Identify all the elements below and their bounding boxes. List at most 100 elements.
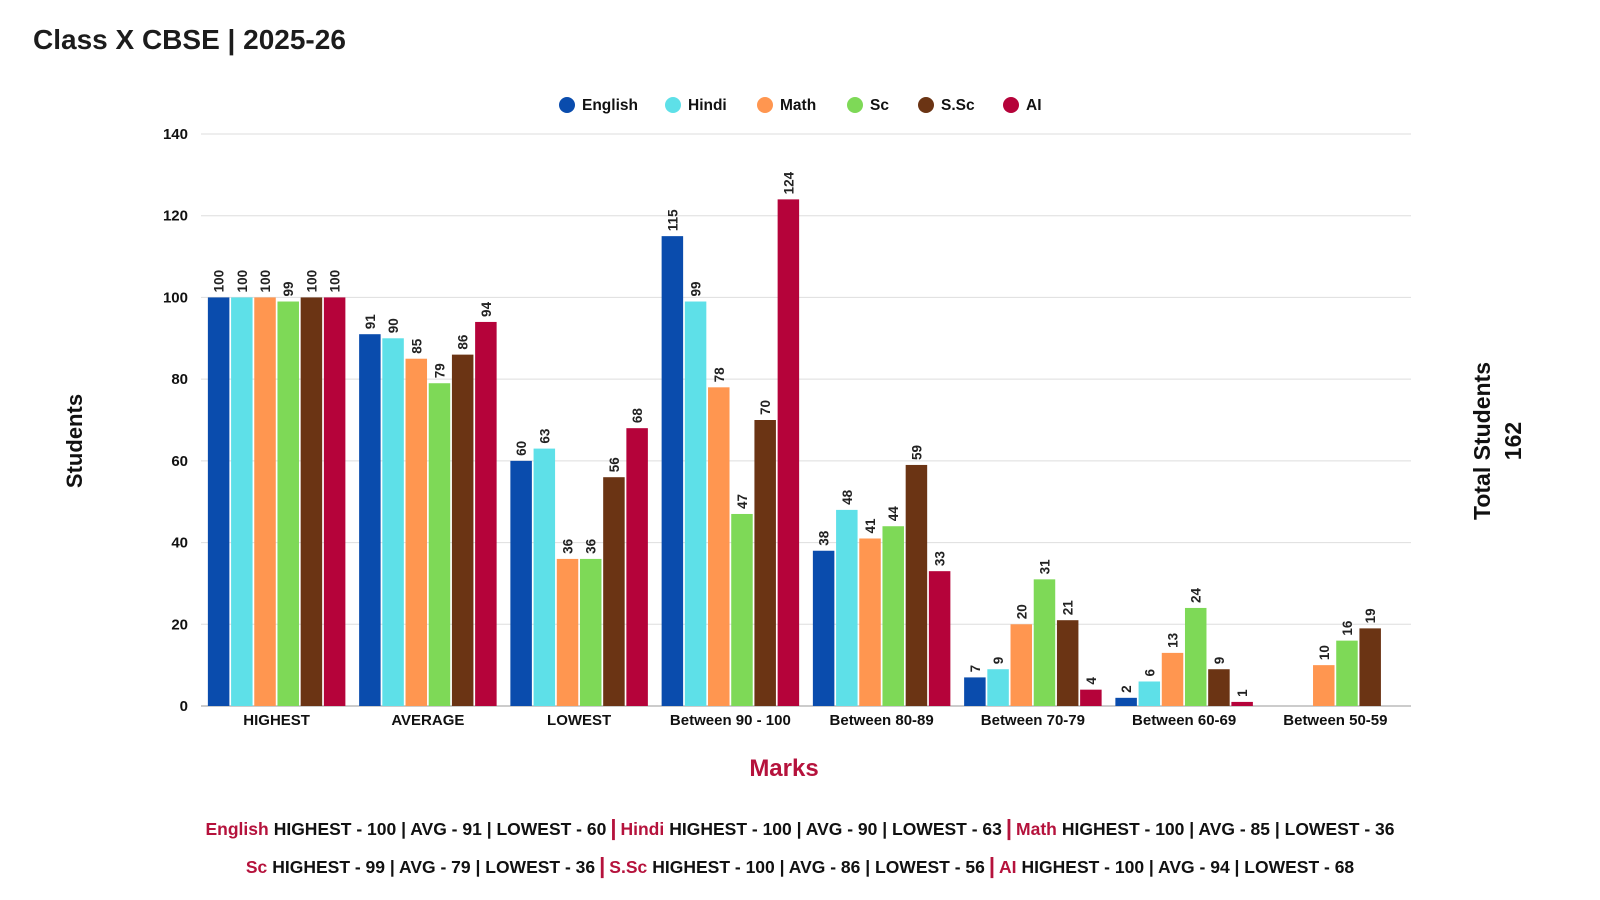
summary-subject: Sc <box>245 857 268 877</box>
legend-swatch <box>918 97 934 113</box>
summary-subject: English <box>205 819 269 839</box>
bar-hindi <box>684 301 707 706</box>
bar-ssc <box>451 354 474 706</box>
bar-ssc <box>603 477 625 706</box>
bar-hindi <box>231 297 253 706</box>
data-label: 90 <box>386 318 401 333</box>
bar-math <box>556 558 579 706</box>
legend-label: Math <box>780 97 816 114</box>
summary-stats: HIGHEST - 100 | AVG - 91 | LOWEST - 60 <box>273 819 607 839</box>
bar-math <box>254 297 276 706</box>
data-label: 9 <box>991 657 1006 665</box>
bar-ai <box>1080 689 1102 706</box>
data-label: 7 <box>968 665 983 673</box>
y-tick-label: 40 <box>171 535 188 552</box>
bar-ai <box>626 428 648 706</box>
data-label: 100 <box>212 270 227 293</box>
summary-stats: HIGHEST - 100 | AVG - 85 | LOWEST - 36 <box>1061 819 1395 839</box>
data-label: 99 <box>689 281 704 296</box>
data-label: 38 <box>817 530 832 546</box>
bar-ssc <box>1056 620 1079 706</box>
bar-ssc <box>300 297 323 706</box>
y-tick-label: 20 <box>171 616 188 633</box>
y-tick-label: 80 <box>171 371 188 388</box>
bar-ssc <box>1208 669 1230 706</box>
data-label: 2 <box>1119 685 1134 693</box>
bar-math <box>859 538 881 706</box>
data-label: 68 <box>630 408 645 424</box>
data-label: 56 <box>607 457 622 473</box>
data-label: 41 <box>863 518 878 534</box>
chart-title: Class X CBSE | 2025-26 <box>33 24 346 55</box>
data-label: 36 <box>584 538 599 554</box>
bar-english <box>510 460 532 706</box>
legend-label: AI <box>1026 97 1042 114</box>
legend-swatch <box>665 97 681 113</box>
bar-ssc <box>754 420 776 706</box>
legend-label: Sc <box>870 97 889 114</box>
x-tick-label: HIGHEST <box>243 712 310 729</box>
data-label: 16 <box>1340 620 1355 636</box>
bar-english <box>812 550 835 706</box>
data-label: 20 <box>1014 604 1029 619</box>
summary-stats: HIGHEST - 100 | AVG - 94 | LOWEST - 68 <box>1021 857 1355 877</box>
legend-label: Hindi <box>688 97 727 114</box>
legend-swatch <box>847 97 863 113</box>
data-label: 10 <box>1317 645 1332 660</box>
data-label: 24 <box>1189 587 1204 603</box>
x-tick-label: LOWEST <box>547 712 611 729</box>
y-tick-label: 0 <box>180 698 188 715</box>
bar-sc <box>731 513 753 706</box>
summary-subject: S.Sc <box>609 857 648 877</box>
data-label: 63 <box>537 428 552 444</box>
summary-separator: | <box>599 853 606 878</box>
bar-math <box>1313 665 1335 706</box>
summary-row-2: Sc HIGHEST - 99 | AVG - 79 | LOWEST - 36 |… <box>0 853 1600 879</box>
summary-row-1: English HIGHEST - 100 | AVG - 91 | LOWEST… <box>0 815 1600 841</box>
x-tick-label: Between 70-79 <box>981 712 1085 729</box>
x-tick-label: AVERAGE <box>391 712 464 729</box>
x-tick-label: Between 80-89 <box>830 712 934 729</box>
summary-separator: | <box>610 815 617 840</box>
bar-sc <box>428 383 451 706</box>
x-tick-label: Between 60-69 <box>1132 712 1236 729</box>
bar-math <box>405 358 428 706</box>
data-label: 21 <box>1061 600 1076 616</box>
data-label: 4 <box>1084 677 1099 685</box>
data-label: 115 <box>665 209 680 231</box>
data-label: 1 <box>1235 689 1250 697</box>
data-label: 31 <box>1037 559 1052 575</box>
total-students-value: 162 <box>1500 422 1526 460</box>
bar-ai <box>928 571 951 706</box>
y-tick-label: 60 <box>171 453 188 470</box>
bar-hindi <box>1138 681 1161 706</box>
summary-stats: HIGHEST - 99 | AVG - 79 | LOWEST - 36 <box>272 857 596 877</box>
bar-sc <box>1336 640 1358 706</box>
data-label: 47 <box>735 494 750 509</box>
data-label: 100 <box>304 270 319 293</box>
data-label: 100 <box>258 270 273 293</box>
bar-ai <box>1231 701 1253 706</box>
total-students-label: Total Students <box>1469 362 1495 520</box>
bar-english <box>207 297 230 706</box>
legend-swatch <box>757 97 773 113</box>
data-label: 70 <box>758 400 773 415</box>
bar-english <box>661 236 684 706</box>
y-tick-label: 140 <box>163 126 188 143</box>
x-tick-label: Between 50-59 <box>1283 712 1387 729</box>
legend-swatch <box>1003 97 1019 113</box>
bar-sc <box>882 526 904 706</box>
summary-separator: | <box>988 853 996 878</box>
y-axis-label: Students <box>62 394 87 488</box>
data-label: 33 <box>933 551 948 567</box>
data-label: 79 <box>432 363 447 378</box>
bar-hindi <box>533 448 556 706</box>
legend-label: English <box>582 97 638 114</box>
summary-subject: Math <box>1016 819 1057 839</box>
summary-stats: HIGHEST - 100 | AVG - 86 | LOWEST - 56 <box>652 857 985 877</box>
bar-ai <box>475 321 497 706</box>
bar-hindi <box>987 669 1009 706</box>
legend-swatch <box>559 97 575 113</box>
bar-sc <box>1033 579 1056 706</box>
